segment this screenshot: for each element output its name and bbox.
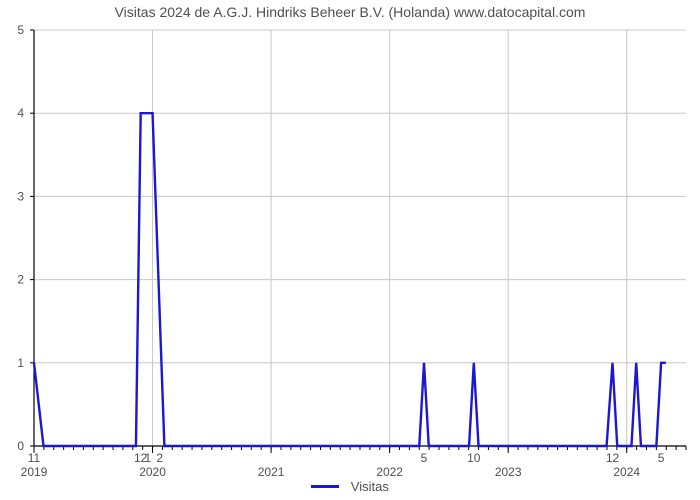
line-chart: 0123452019202020212022202320241112125101… — [34, 26, 700, 486]
x-tick-label: 2019 — [21, 465, 48, 479]
legend-label: Visitas — [351, 479, 389, 494]
chart-legend: Visitas — [0, 478, 700, 494]
y-tick-label: 2 — [17, 273, 24, 287]
point-value-label: 10 — [467, 451, 481, 465]
point-value-label: 5 — [658, 451, 665, 465]
x-tick-label: 2024 — [613, 465, 640, 479]
x-tick-label: 2022 — [376, 465, 403, 479]
x-tick-label: 2020 — [139, 465, 166, 479]
point-value-label: 11 — [28, 451, 41, 465]
point-value-label: 1 — [144, 451, 151, 465]
point-value-label: 5 — [421, 451, 428, 465]
y-tick-label: 4 — [17, 106, 24, 120]
y-tick-label: 0 — [17, 439, 24, 453]
y-tick-label: 3 — [17, 189, 24, 203]
legend-swatch — [311, 485, 339, 488]
y-tick-label: 1 — [17, 356, 24, 370]
x-tick-label: 2021 — [258, 465, 285, 479]
point-value-label: 2 — [156, 451, 163, 465]
chart-title: Visitas 2024 de A.G.J. Hindriks Beheer B… — [0, 4, 700, 20]
point-value-label: 12 — [606, 451, 620, 465]
x-tick-label: 2023 — [495, 465, 522, 479]
y-tick-label: 5 — [17, 23, 24, 37]
